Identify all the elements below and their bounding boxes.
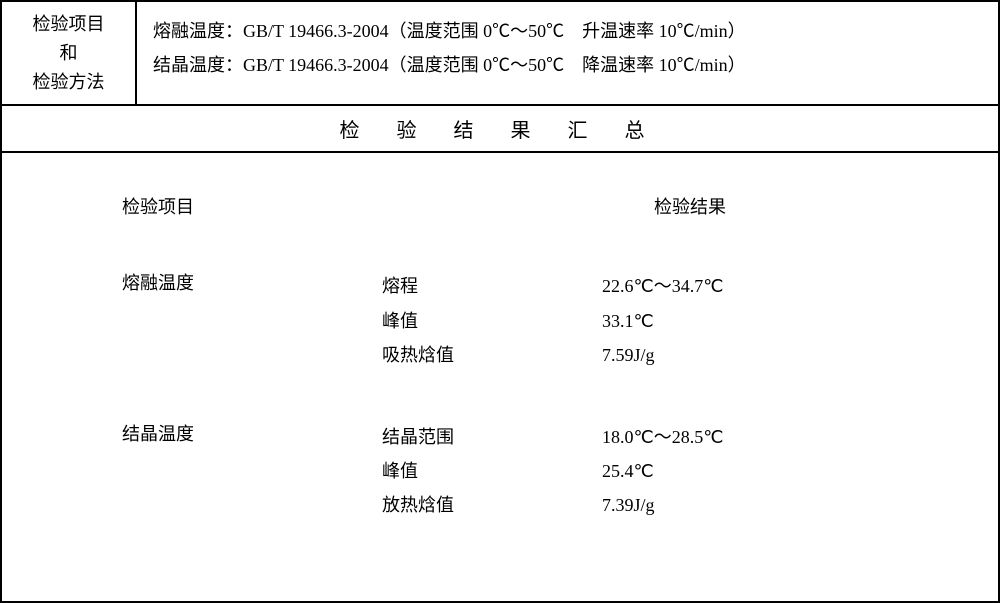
melt-row-peak: 峰值 33.1℃ — [382, 304, 938, 338]
header-line2: 和 — [60, 39, 78, 68]
section-melt: 熔融温度 熔程 22.6℃～34.7℃ 峰值 33.1℃ 吸热焓值 7.59J/… — [122, 269, 938, 372]
method-cryst: 结晶温度：GB/T 19466.3-2004（温度范围 0℃～50℃ 降温速率 … — [153, 48, 982, 82]
melt-range-value: 22.6℃～34.7℃ — [602, 269, 938, 303]
section-cryst: 结晶温度 结晶范围 18.0℃～28.5℃ 峰值 25.4℃ 放热焓值 7.39… — [122, 420, 938, 523]
header-line1: 检验项目 — [33, 10, 105, 39]
cryst-range-label: 结晶范围 — [382, 420, 602, 454]
section-cryst-rows: 结晶范围 18.0℃～28.5℃ 峰值 25.4℃ 放热焓值 7.39J/g — [382, 420, 938, 523]
cryst-peak-value: 25.4℃ — [602, 454, 938, 488]
cryst-row-range: 结晶范围 18.0℃～28.5℃ — [382, 420, 938, 454]
cryst-row-enthalpy: 放热焓值 7.39J/g — [382, 488, 938, 522]
report-table: 检验项目 和 检验方法 熔融温度：GB/T 19466.3-2004（温度范围 … — [0, 0, 1000, 603]
melt-row-enthalpy: 吸热焓值 7.59J/g — [382, 338, 938, 372]
method-melt: 熔融温度：GB/T 19466.3-2004（温度范围 0℃～50℃ 升温速率 … — [153, 14, 982, 48]
methods-content-cell: 熔融温度：GB/T 19466.3-2004（温度范围 0℃～50℃ 升温速率 … — [137, 2, 998, 104]
section-melt-rows: 熔程 22.6℃～34.7℃ 峰值 33.1℃ 吸热焓值 7.59J/g — [382, 269, 938, 372]
results-header-row: 检验项目 检验结果 — [122, 193, 938, 219]
results-body: 检验项目 检验结果 熔融温度 熔程 22.6℃～34.7℃ 峰值 33.1℃ 吸… — [2, 153, 998, 600]
summary-title: 检 验 结 果 汇 总 — [2, 106, 998, 153]
cryst-range-value: 18.0℃～28.5℃ — [602, 420, 938, 454]
header-line3: 检验方法 — [33, 68, 105, 97]
melt-row-range: 熔程 22.6℃～34.7℃ — [382, 269, 938, 303]
methods-row: 检验项目 和 检验方法 熔融温度：GB/T 19466.3-2004（温度范围 … — [2, 2, 998, 106]
cryst-peak-label: 峰值 — [382, 454, 602, 488]
cryst-enthalpy-value: 7.39J/g — [602, 488, 938, 522]
cryst-row-peak: 峰值 25.4℃ — [382, 454, 938, 488]
melt-peak-label: 峰值 — [382, 304, 602, 338]
melt-enthalpy-value: 7.59J/g — [602, 338, 938, 372]
melt-enthalpy-label: 吸热焓值 — [382, 338, 602, 372]
section-cryst-label: 结晶温度 — [122, 420, 382, 523]
section-melt-label: 熔融温度 — [122, 269, 382, 372]
melt-range-label: 熔程 — [382, 269, 602, 303]
melt-peak-value: 33.1℃ — [602, 304, 938, 338]
col-header-item: 检验项目 — [122, 193, 382, 219]
methods-header-cell: 检验项目 和 检验方法 — [2, 2, 137, 104]
col-header-result: 检验结果 — [382, 193, 938, 219]
cryst-enthalpy-label: 放热焓值 — [382, 488, 602, 522]
